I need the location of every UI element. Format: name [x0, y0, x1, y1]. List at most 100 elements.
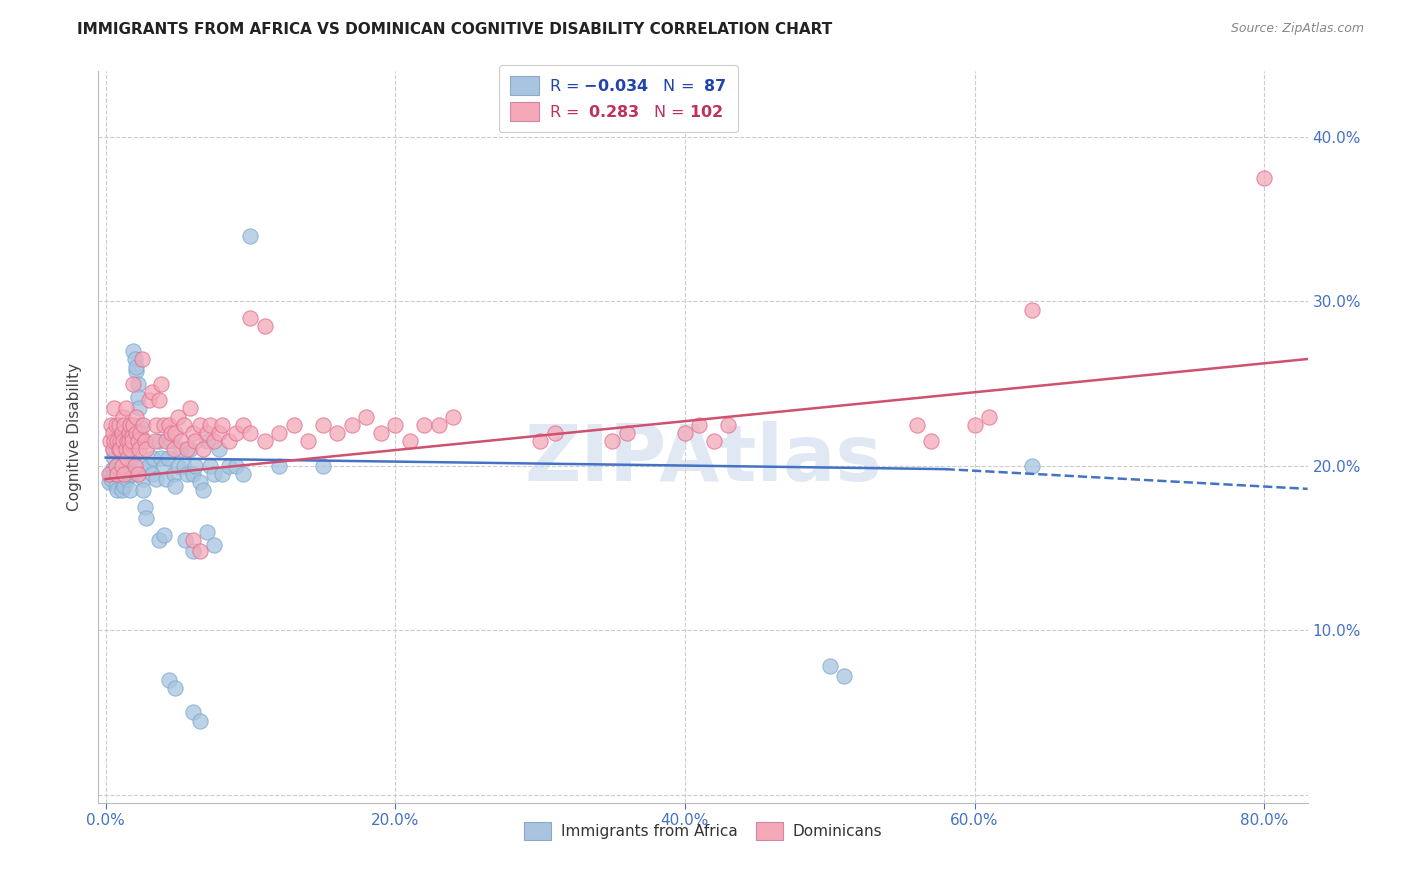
Point: [188, 544, 211, 558]
Point: [135, 442, 157, 457]
Point: [108, 466, 131, 480]
Point: [122, 376, 145, 391]
Point: [602, 434, 624, 449]
Point: [312, 417, 335, 432]
Point: [174, 533, 197, 547]
Point: [239, 425, 262, 440]
Point: [122, 343, 145, 358]
Point: [103, 467, 125, 481]
Point: [688, 417, 710, 432]
Point: [441, 409, 464, 424]
Point: [167, 458, 190, 473]
Point: [312, 458, 335, 473]
Point: [107, 456, 129, 470]
Point: [114, 467, 136, 481]
Point: [202, 538, 225, 552]
Point: [104, 458, 127, 473]
Point: [832, 669, 855, 683]
Point: [121, 429, 143, 443]
Point: [340, 417, 363, 432]
Point: [112, 462, 135, 476]
Point: [148, 434, 170, 449]
Point: [127, 390, 149, 404]
Point: [176, 442, 198, 457]
Point: [225, 425, 247, 440]
Point: [105, 467, 128, 481]
Point: [104, 458, 127, 473]
Point: [176, 467, 198, 481]
Point: [120, 417, 142, 432]
Point: [1021, 458, 1043, 473]
Point: [121, 429, 143, 443]
Point: [103, 401, 125, 416]
Point: [132, 472, 155, 486]
Point: [124, 351, 146, 366]
Point: [184, 434, 207, 449]
Point: [173, 458, 195, 473]
Point: [159, 425, 181, 440]
Point: [129, 417, 152, 432]
Point: [114, 417, 136, 432]
Point: [114, 458, 136, 473]
Point: [159, 434, 181, 449]
Point: [156, 450, 179, 465]
Point: [155, 434, 177, 449]
Point: [103, 434, 125, 449]
Point: [101, 425, 124, 440]
Point: [117, 434, 139, 449]
Point: [148, 393, 170, 408]
Point: [717, 417, 740, 432]
Point: [207, 442, 229, 457]
Text: Source: ZipAtlas.com: Source: ZipAtlas.com: [1230, 22, 1364, 36]
Point: [191, 442, 214, 457]
Point: [963, 417, 986, 432]
Point: [132, 417, 155, 432]
Point: [181, 544, 204, 558]
Point: [118, 446, 141, 460]
Point: [170, 442, 193, 457]
Point: [122, 417, 145, 432]
Point: [191, 483, 214, 498]
Point: [543, 425, 565, 440]
Point: [152, 528, 174, 542]
Point: [616, 425, 638, 440]
Point: [198, 417, 221, 432]
Point: [167, 409, 190, 424]
Point: [188, 475, 211, 490]
Point: [173, 417, 195, 432]
Y-axis label: Cognitive Disability: Cognitive Disability: [67, 363, 83, 511]
Point: [108, 450, 131, 465]
Point: [127, 467, 149, 481]
Point: [703, 434, 725, 449]
Point: [905, 417, 928, 432]
Point: [114, 478, 136, 492]
Point: [225, 458, 247, 473]
Point: [143, 434, 166, 449]
Point: [253, 319, 276, 334]
Point: [134, 434, 156, 449]
Point: [297, 434, 319, 449]
Point: [195, 434, 218, 449]
Point: [179, 442, 201, 457]
Point: [127, 434, 149, 449]
Point: [105, 483, 128, 498]
Point: [120, 483, 142, 498]
Point: [149, 376, 172, 391]
Point: [125, 409, 148, 424]
Point: [128, 401, 150, 416]
Point: [132, 483, 155, 498]
Point: [101, 442, 124, 457]
Point: [165, 478, 187, 492]
Point: [145, 417, 167, 432]
Point: [97, 475, 120, 490]
Point: [112, 409, 135, 424]
Point: [118, 425, 141, 440]
Text: ZIPAtlas: ZIPAtlas: [524, 421, 882, 497]
Point: [121, 450, 143, 465]
Point: [138, 458, 160, 473]
Point: [202, 467, 225, 481]
Point: [149, 450, 172, 465]
Point: [112, 434, 135, 449]
Point: [110, 483, 132, 498]
Point: [98, 467, 121, 481]
